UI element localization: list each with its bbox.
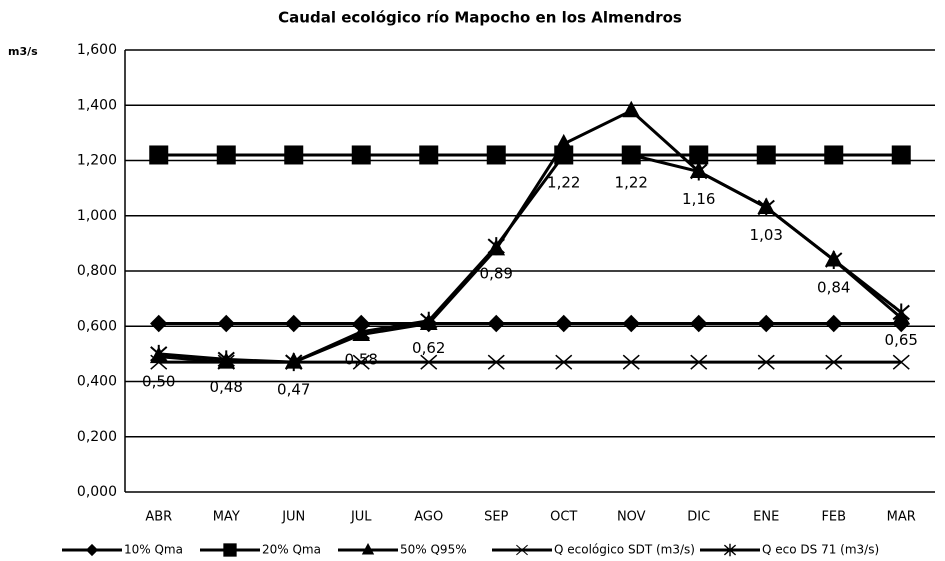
marker	[487, 354, 505, 370]
data-label: 1,03	[750, 226, 783, 244]
marker	[420, 311, 438, 330]
marker	[622, 354, 640, 370]
marker	[361, 542, 375, 555]
legend-label: Q eco DS 71 (m3/s)	[762, 543, 879, 557]
marker	[284, 145, 304, 165]
x-tick-label: AGO	[414, 510, 443, 525]
y-tick-label: 0,400	[77, 374, 117, 390]
y-tick-label: 0,800	[77, 263, 117, 279]
legend-marker	[223, 543, 237, 557]
marker	[516, 544, 528, 556]
marker	[825, 354, 843, 370]
marker	[217, 350, 235, 369]
legend-label: 10% Qma	[124, 543, 183, 557]
marker	[690, 162, 708, 181]
chart-title: Caudal ecológico río Mapocho en los Alme…	[278, 9, 682, 27]
marker	[690, 354, 708, 370]
marker	[85, 543, 99, 557]
marker	[689, 145, 709, 165]
marker	[824, 145, 844, 165]
legend-label: Q ecológico SDT (m3/s)	[554, 543, 695, 557]
data-label: 0,84	[817, 278, 850, 296]
x-tick-label: JUL	[350, 510, 372, 525]
data-label: 0,65	[885, 331, 918, 349]
marker	[757, 314, 775, 333]
legend-marker	[723, 543, 737, 557]
x-tick-label: NOV	[617, 510, 646, 525]
data-label: 0,47	[277, 381, 310, 399]
y-tick-label: 1,400	[77, 97, 117, 113]
legend-label: 20% Qma	[262, 543, 321, 557]
marker	[352, 354, 370, 370]
marker	[217, 314, 235, 333]
x-tick-label: DIC	[687, 510, 710, 525]
marker	[487, 237, 505, 256]
marker	[223, 543, 237, 557]
marker	[150, 314, 168, 333]
marker	[555, 314, 573, 333]
x-tick-label: ABR	[145, 510, 172, 525]
marker	[892, 303, 910, 322]
data-label: 0,62	[412, 339, 445, 357]
y-tick-label: 1,600	[77, 42, 117, 58]
marker	[622, 314, 640, 333]
data-label: 1,22	[547, 173, 580, 191]
data-label: 0,89	[480, 265, 513, 283]
marker	[150, 344, 168, 363]
data-label: 1,22	[615, 173, 648, 191]
marker	[216, 145, 236, 165]
marker	[690, 314, 708, 333]
x-tick-label: FEB	[821, 510, 846, 525]
marker	[757, 354, 775, 370]
marker	[352, 322, 370, 341]
marker	[757, 198, 775, 217]
marker	[486, 145, 506, 165]
data-label: 1,16	[682, 190, 715, 208]
y-tick-label: 0,600	[77, 318, 117, 334]
legend-marker	[361, 542, 375, 555]
marker	[420, 354, 438, 370]
x-tick-label: MAY	[213, 510, 240, 525]
x-tick-label: MAR	[887, 510, 916, 525]
legend-label: 50% Q95%	[400, 543, 467, 557]
x-tick-label: ENE	[753, 510, 779, 525]
x-tick-label: JUN	[281, 510, 305, 525]
marker	[285, 353, 303, 372]
marker	[285, 314, 303, 333]
marker	[891, 145, 911, 165]
x-tick-label: OCT	[550, 510, 577, 525]
y-tick-label: 0,000	[77, 484, 117, 500]
data-label: 0,48	[210, 378, 243, 396]
y-tick-label: 0,200	[77, 429, 117, 445]
data-label: 0,50	[142, 372, 175, 390]
marker	[892, 354, 910, 370]
legend-marker	[85, 543, 99, 557]
series-line	[158, 153, 903, 364]
marker	[351, 145, 371, 165]
y-tick-label: 1,200	[77, 153, 117, 169]
marker	[622, 145, 640, 164]
marker	[555, 145, 573, 164]
data-label: 0,58	[345, 350, 378, 368]
marker	[723, 543, 737, 557]
legend-marker	[516, 544, 528, 556]
marker	[622, 100, 641, 118]
y-tick-label: 1,000	[77, 208, 117, 224]
marker	[555, 354, 573, 370]
marker	[825, 314, 843, 333]
x-tick-label: SEP	[484, 510, 508, 525]
marker	[419, 145, 439, 165]
marker	[756, 145, 776, 165]
marker	[825, 250, 843, 269]
y-axis-label: m3/s	[8, 45, 38, 58]
marker	[487, 314, 505, 333]
marker	[149, 145, 169, 165]
